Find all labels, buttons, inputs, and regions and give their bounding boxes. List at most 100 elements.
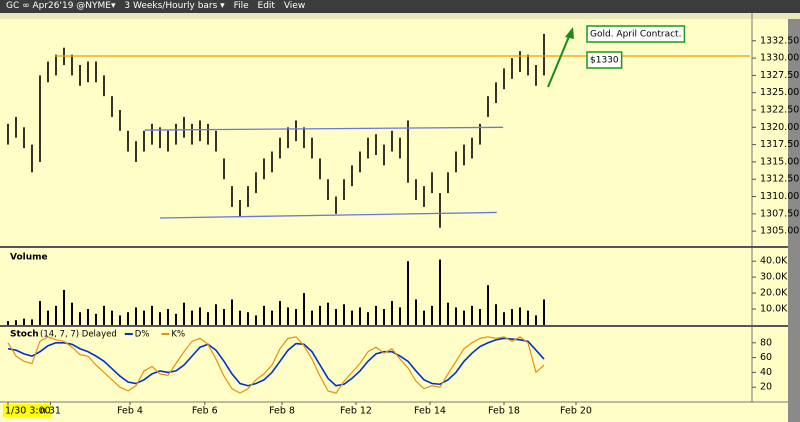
annotation: $1330 [590, 56, 619, 66]
volume-bar [87, 309, 89, 325]
x-axis-band [0, 403, 788, 422]
volume-bar [183, 302, 185, 325]
volume-bar [279, 301, 281, 325]
y-tick-label: 40 [760, 367, 772, 378]
y-tick-label: 1317.50 [760, 139, 799, 150]
volume-bar [295, 309, 297, 325]
symbol[interactable]: GC ∞ Apr26'19 @NYME▾ [6, 1, 116, 11]
volume-bar [255, 315, 257, 325]
right-frame [788, 13, 800, 422]
arrow-head [565, 27, 574, 39]
volume-bar [271, 310, 273, 325]
y-tick-label: 10.0K [760, 304, 788, 315]
arrow-shaft [547, 33, 571, 88]
menu-file[interactable]: File [233, 1, 249, 11]
stoch-line [7, 337, 545, 387]
volume-bar [503, 312, 505, 325]
interval[interactable]: 3 Weeks/Hourly bars ▾ [124, 1, 225, 11]
volume-bar [415, 299, 417, 325]
y-tick-label: 1307.50 [760, 208, 799, 219]
x-tick-label: Feb 14 [414, 406, 446, 417]
menu-edit[interactable]: Edit [257, 1, 275, 11]
x-tick-label: Feb 6 [192, 406, 218, 417]
toolbar: GC ∞ Apr26'19 @NYME▾ 3 Weeks/Hourly bars… [0, 0, 800, 13]
volume-bar [55, 305, 57, 325]
stoch-line [7, 336, 545, 394]
y-tick-label: 20.0K [760, 288, 788, 299]
y-tick-label: 1312.50 [760, 174, 799, 185]
volume-bar [407, 261, 409, 325]
volume-bar [327, 302, 329, 325]
volume-bar [215, 304, 217, 325]
volume-bar [127, 312, 129, 325]
volume-bar [79, 312, 81, 325]
volume-bar [247, 312, 249, 325]
volume-bar [343, 304, 345, 325]
volume-bar [367, 312, 369, 325]
volume-bar [175, 313, 177, 325]
y-tick-label: 80 [760, 337, 772, 348]
volume-bar [423, 310, 425, 325]
y-tick-label: 1322.50 [760, 105, 799, 116]
volume-bar [167, 309, 169, 325]
x-tick-label: Feb 8 [269, 406, 295, 417]
volume-bar [399, 307, 401, 325]
volume-bar [335, 309, 337, 325]
volume-bar [439, 259, 441, 325]
volume-bar [159, 312, 161, 325]
volume-bar [463, 310, 465, 325]
volume-bar [447, 302, 449, 325]
background [0, 13, 800, 422]
volume-bar [431, 305, 433, 325]
volume-bar [151, 305, 153, 325]
volume-bar [519, 307, 521, 325]
volume-bar [135, 307, 137, 325]
volume-bar [479, 309, 481, 325]
panel-title: Stoch [10, 330, 39, 340]
x-tick-label: 1/30 3:00 [5, 406, 51, 417]
volume-bar [71, 302, 73, 325]
y-tick-label: 1305.00 [760, 226, 799, 237]
legend-label: D% [135, 330, 150, 340]
volume-bar [455, 307, 457, 325]
volume-bar [495, 304, 497, 325]
volume-bar [319, 305, 321, 325]
x-tick-label: Feb 4 [117, 406, 143, 417]
volume-bar [103, 305, 105, 325]
volume-bar [15, 320, 17, 325]
volume-bar [199, 307, 201, 325]
top-strip [0, 13, 800, 19]
menu-view[interactable]: View [283, 1, 306, 11]
y-tick-label: 1325.00 [760, 87, 799, 98]
volume-bar [7, 321, 9, 325]
volume-bar [31, 319, 33, 325]
y-tick-label: 20 [760, 382, 772, 393]
volume-bar [535, 315, 537, 325]
volume-bar [95, 313, 97, 325]
volume-bar [287, 307, 289, 325]
volume-bar [543, 299, 545, 325]
volume-bar [143, 310, 145, 325]
volume-bar [487, 285, 489, 325]
y-tick-label: 1310.00 [760, 191, 799, 202]
y-tick-label: 1320.00 [760, 122, 799, 133]
x-tick-label: Feb 12 [340, 406, 372, 417]
annotation-box [586, 25, 686, 43]
volume-bar [359, 307, 361, 325]
annotation-box [586, 51, 623, 69]
volume-bar [239, 310, 241, 325]
volume-bar [511, 309, 513, 325]
volume-bar [47, 310, 49, 325]
volume-bar [119, 315, 121, 325]
volume-bar [63, 289, 65, 325]
volume-bar [311, 310, 313, 325]
volume-bar [303, 293, 305, 325]
y-tick-label: 1315.00 [760, 156, 799, 167]
volume-bar [351, 310, 353, 325]
trendline [144, 126, 504, 131]
y-tick-label: 1327.50 [760, 70, 799, 81]
y-tick-label: 40.0K [760, 256, 788, 267]
volume-bar [263, 305, 265, 325]
